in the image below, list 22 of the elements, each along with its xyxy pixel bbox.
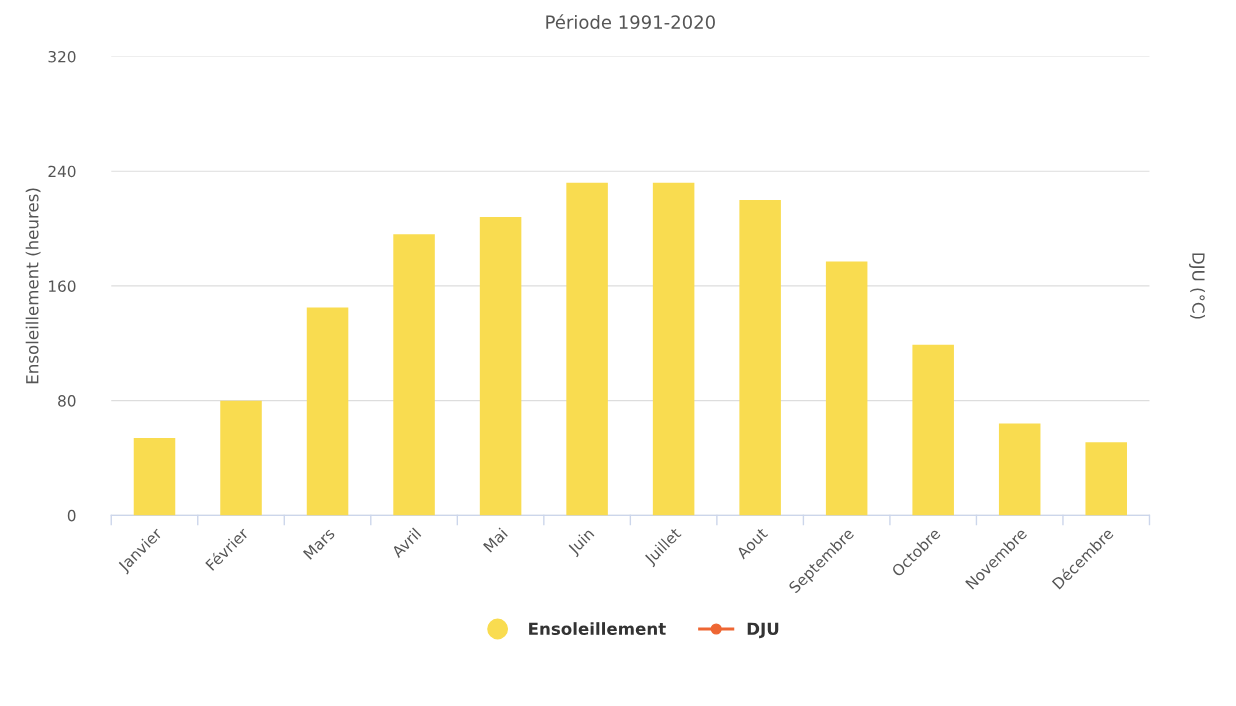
bar: [912, 344, 954, 516]
bar: [652, 182, 695, 516]
bar: [1085, 442, 1127, 516]
bar: [825, 261, 868, 516]
bar: [393, 234, 435, 516]
y-tick-label: 80: [58, 395, 76, 407]
y-axis-title: Ensoleillement (heures): [25, 188, 41, 384]
legend-label: Ensoleillement: [529, 622, 666, 636]
bar: [998, 423, 1041, 516]
y-tick-label: 320: [48, 50, 76, 63]
y-tick-label: 0: [67, 509, 76, 522]
bar: [306, 307, 349, 516]
chart-title: Période 1991-2020: [546, 14, 715, 29]
bar: [739, 199, 781, 516]
legend-label: DJU: [747, 622, 779, 639]
bar: [133, 437, 176, 516]
bar: [566, 182, 608, 516]
bar: [220, 400, 262, 516]
y-tick-label: 160: [49, 280, 76, 292]
bar: [479, 217, 522, 516]
y2-axis-title: DJU (°C): [1189, 253, 1206, 319]
y-tick-label: 240: [48, 165, 76, 178]
